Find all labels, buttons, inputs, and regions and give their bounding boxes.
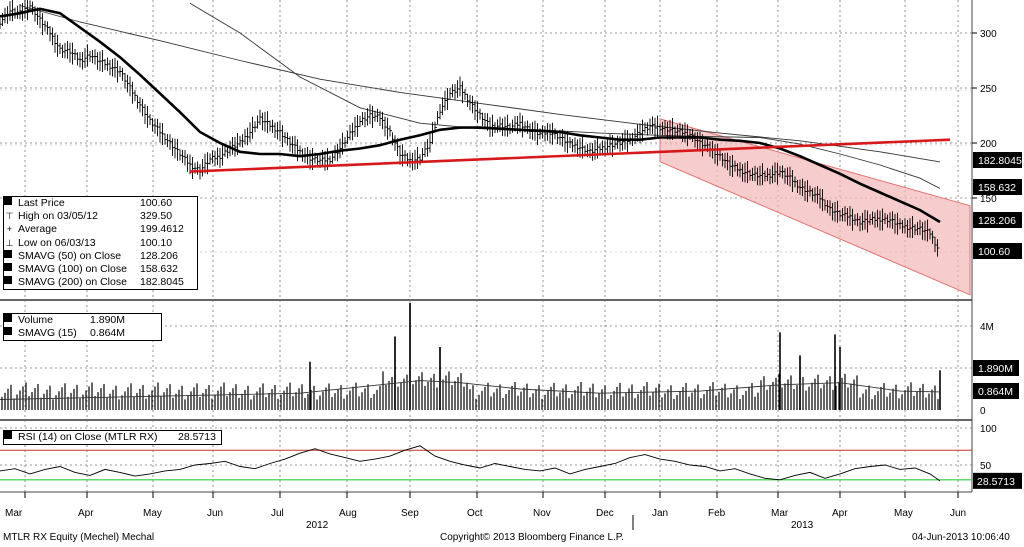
rsi-legend-label: RSI (14) on Close (MTLR RX) bbox=[18, 431, 158, 443]
footer-security: MTLR RX Equity (Mechel) Mechal bbox=[3, 532, 155, 543]
x-tick-label: Apr bbox=[78, 508, 94, 519]
footer-timestamp: 04-Jun-2013 10:06:40 bbox=[912, 532, 1010, 543]
y-tick-label: 150 bbox=[980, 194, 997, 205]
y-tick-label: 300 bbox=[980, 29, 997, 40]
rsi-legend-row: RSI (14) on Close (MTLR RX) 28.5713 bbox=[4, 431, 221, 444]
price-legend-row: SMAVG (50) on Close 128.206 bbox=[4, 249, 197, 263]
price-legend-row: + Average 199.4612 bbox=[4, 223, 197, 236]
volume-legend-label: Volume bbox=[18, 314, 54, 326]
year-label: 2012 bbox=[306, 520, 329, 531]
x-tick-label: Jan bbox=[652, 508, 668, 519]
rsi-value-label: 28.5713 bbox=[977, 476, 1015, 488]
last-value-badge bbox=[973, 152, 1022, 168]
price-legend-label: SMAVG (100) on Close bbox=[18, 263, 127, 276]
volume-tick-label: 4M bbox=[980, 322, 994, 333]
legend-marker-icon bbox=[4, 327, 12, 336]
price-legend-row: ⊤ High on 03/05/12 329.50 bbox=[4, 210, 197, 223]
legend-marker-icon bbox=[4, 263, 12, 272]
year-label: 2013 bbox=[791, 520, 814, 531]
volume-tick-label: 0 bbox=[980, 406, 986, 417]
x-tick-label: May bbox=[143, 508, 162, 519]
price-legend-label: Last Price bbox=[18, 197, 65, 209]
volume-legend-label: SMAVG (15) bbox=[18, 327, 77, 340]
last-value-badge bbox=[973, 212, 1022, 228]
x-tick-label: Jun bbox=[207, 508, 223, 519]
volume-legend-row: Volume 1.890M bbox=[4, 314, 161, 327]
price-legend-label: High on 03/05/12 bbox=[18, 210, 98, 223]
price-legend-value: 158.632 bbox=[140, 263, 178, 276]
volume-legend: Volume 1.890M SMAVG (15) 0.864M bbox=[3, 313, 162, 342]
last-value-label: 100.60 bbox=[978, 246, 1010, 258]
rsi-tick-label: 50 bbox=[980, 461, 992, 472]
price-legend-row: Last Price 100.60 bbox=[4, 197, 197, 210]
x-tick-label: Jul bbox=[271, 508, 284, 519]
volume-legend-row: SMAVG (15) 0.864M bbox=[4, 327, 161, 340]
volume-value-label: 1.890M bbox=[978, 363, 1013, 375]
x-tick-label: Oct bbox=[467, 508, 483, 519]
price-legend-row: SMAVG (100) on Close 158.632 bbox=[4, 263, 197, 276]
volume-panel bbox=[0, 302, 941, 410]
regression-channel bbox=[659, 118, 971, 296]
legend-marker-icon bbox=[4, 314, 12, 322]
price-legend-label: SMAVG (200) on Close bbox=[18, 276, 127, 289]
legend-marker-icon bbox=[4, 249, 12, 258]
price-legend-value: 329.50 bbox=[140, 210, 173, 223]
x-tick-label: May bbox=[894, 508, 913, 519]
last-value-label: 128.206 bbox=[978, 215, 1016, 227]
rsi-tick-label: 100 bbox=[980, 424, 997, 435]
sma50-line bbox=[0, 7, 941, 224]
volume-value-badge bbox=[973, 360, 1019, 376]
x-tick-label: Dec bbox=[596, 508, 614, 519]
price-legend: Last Price 100.60 ⊤ High on 03/05/12 329.50 +… bbox=[3, 196, 198, 291]
last-value-badge bbox=[973, 179, 1022, 195]
price-legend-label: Low on 06/03/13 bbox=[18, 236, 96, 249]
legend-marker-icon: + bbox=[6, 224, 13, 235]
price-legend-value: 182.8045 bbox=[140, 276, 184, 289]
volume-sma-line bbox=[0, 380, 941, 400]
axes: 300250200150182.8045158.632128.206100.60… bbox=[5, 29, 1022, 531]
legend-marker-icon bbox=[4, 197, 12, 205]
price-legend-row: ⊥ Low on 06/03/13 100.10 bbox=[4, 237, 197, 250]
x-tick-label: Sep bbox=[401, 508, 419, 519]
x-tick-label: Nov bbox=[533, 508, 551, 519]
legend-marker-icon: ⊤ bbox=[5, 211, 14, 222]
rsi-value-badge bbox=[973, 472, 1022, 489]
x-tick-label: Jun bbox=[950, 508, 966, 519]
legend-marker-icon bbox=[4, 431, 12, 439]
rsi-legend-value: 28.5713 bbox=[178, 431, 216, 443]
x-tick-label: Mar bbox=[5, 508, 23, 519]
volume-legend-value: 0.864M bbox=[90, 327, 126, 340]
last-value-label: 182.8045 bbox=[978, 155, 1022, 167]
y-tick-label: 200 bbox=[980, 139, 997, 150]
volume-value-badge bbox=[973, 383, 1019, 399]
legend-marker-icon: ⊥ bbox=[5, 237, 14, 248]
rsi-panel bbox=[0, 445, 972, 482]
support-trendline bbox=[189, 138, 951, 173]
volume-value-label: 0.864M bbox=[978, 386, 1013, 398]
legend-marker-icon bbox=[4, 276, 12, 285]
price-legend-label: SMAVG (50) on Close bbox=[18, 249, 122, 262]
x-tick-label: Aug bbox=[339, 508, 357, 519]
volume-legend-value: 1.890M bbox=[90, 314, 126, 326]
x-tick-label: Apr bbox=[832, 508, 848, 519]
price-panel bbox=[0, 0, 971, 296]
price-legend-value: 128.206 bbox=[140, 249, 178, 262]
y-tick-label: 250 bbox=[980, 84, 997, 95]
x-tick-label: Feb bbox=[708, 508, 726, 519]
price-legend-label: Average bbox=[18, 223, 57, 236]
rsi-legend: RSI (14) on Close (MTLR RX) 28.5713 bbox=[3, 430, 222, 446]
last-value-badge bbox=[973, 243, 1022, 259]
x-tick-label: Mar bbox=[771, 508, 789, 519]
sma200-line bbox=[19, 5, 941, 163]
price-legend-value: 100.10 bbox=[140, 236, 173, 249]
price-legend-value: 199.4612 bbox=[140, 223, 184, 236]
price-legend-value: 100.60 bbox=[140, 197, 173, 209]
last-value-label: 158.632 bbox=[978, 182, 1016, 194]
price-legend-row: SMAVG (200) on Close 182.8045 bbox=[4, 276, 197, 289]
footer-copyright: Copyright© 2013 Bloomberg Finance L.P. bbox=[440, 532, 624, 543]
rsi-line bbox=[0, 445, 941, 482]
